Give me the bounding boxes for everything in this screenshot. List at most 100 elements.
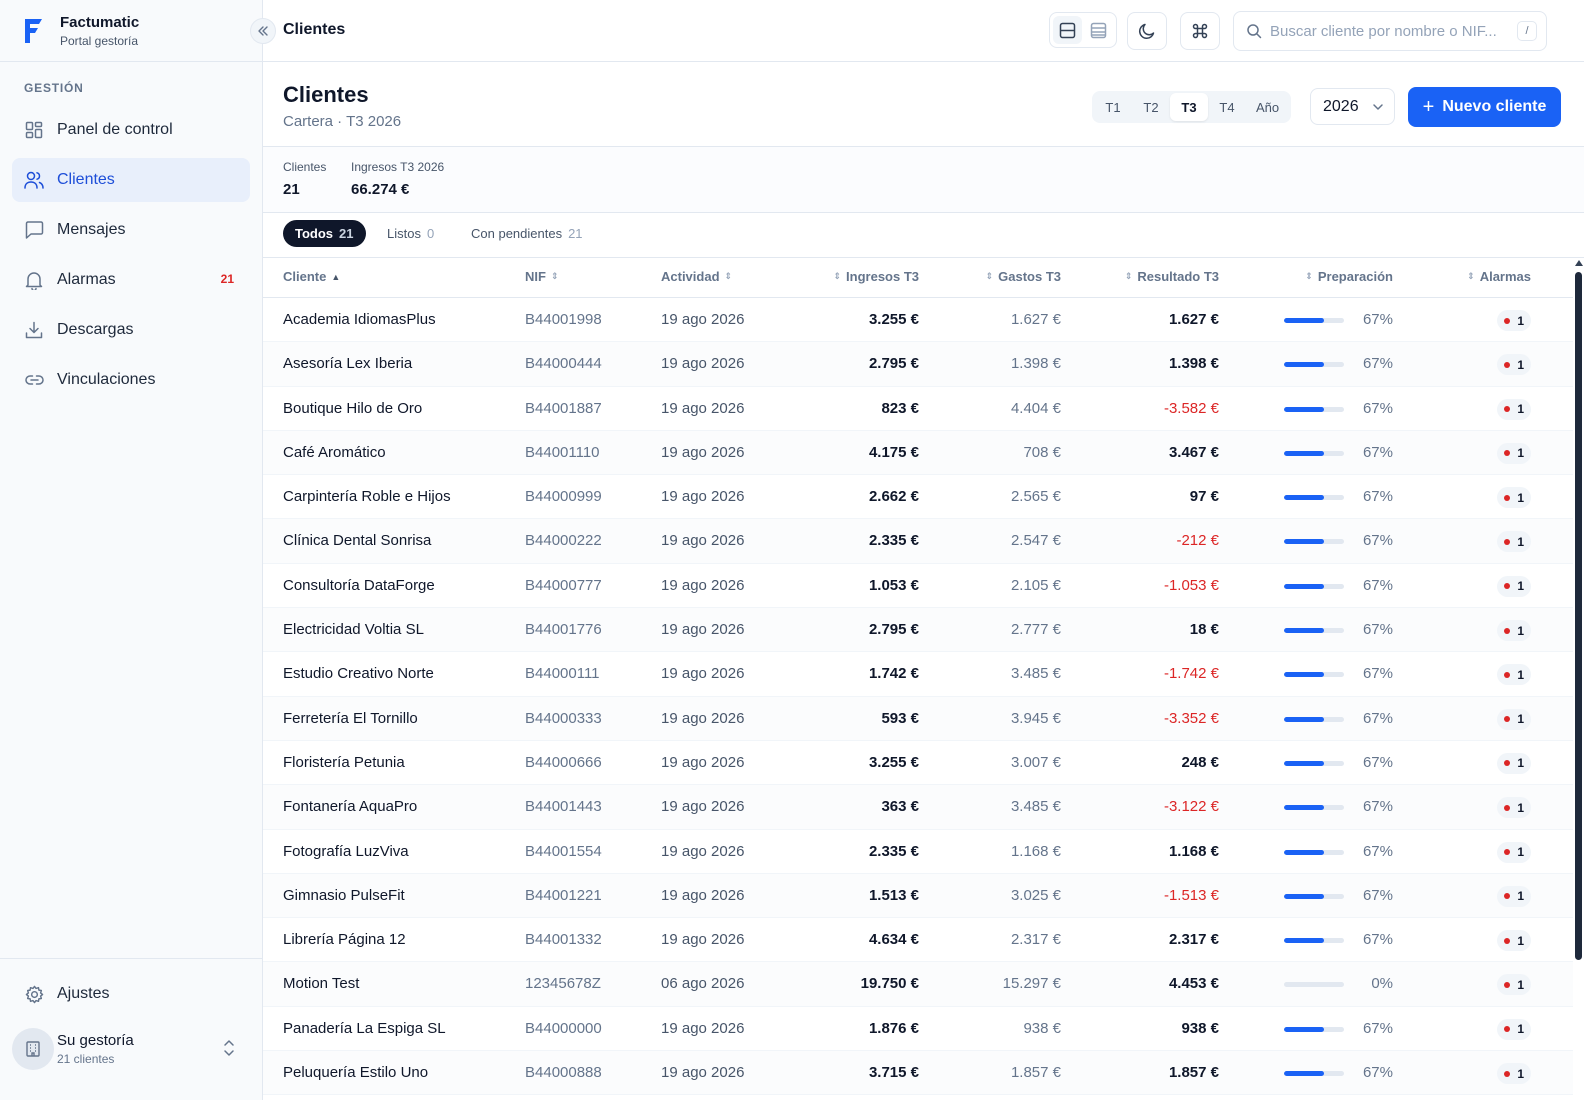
- alarm-badge[interactable]: 1: [1497, 841, 1531, 863]
- alarm-badge[interactable]: 1: [1497, 442, 1531, 464]
- client-activity-date: 19 ago 2026: [661, 665, 745, 683]
- scrollbar-thumb[interactable]: [1575, 272, 1582, 960]
- client-name[interactable]: Café Aromático: [283, 443, 386, 461]
- period-tab-t2[interactable]: T2: [1143, 99, 1159, 115]
- column-header-ingresos[interactable]: ⇕ Ingresos T3: [828, 269, 919, 284]
- alarm-badge[interactable]: 1: [1497, 1063, 1531, 1085]
- alarm-badge[interactable]: 1: [1497, 487, 1531, 509]
- client-activity-date: 19 ago 2026: [661, 798, 745, 816]
- column-header-gastos[interactable]: ⇕ Gastos T3: [981, 269, 1061, 284]
- filter-con-pendientes[interactable]: Con pendientes 21: [459, 220, 595, 247]
- table-row[interactable]: Clínica Dental Sonrisa B44000222 19 ago 20…: [263, 519, 1573, 564]
- client-name[interactable]: Academia IdiomasPlus: [283, 311, 436, 328]
- new-client-button[interactable]: + Nuevo cliente: [1408, 87, 1561, 127]
- alarm-badge[interactable]: 1: [1497, 708, 1531, 730]
- filter-todos[interactable]: Todos 21: [283, 220, 366, 247]
- table-row[interactable]: Librería Página 12 B44001332 19 ago 2026 4.…: [263, 918, 1573, 963]
- client-name[interactable]: Electricidad Voltia SL: [283, 621, 424, 639]
- table-row[interactable]: Academia IdiomasPlus B44001998 19 ago 2026…: [263, 298, 1573, 343]
- table-row[interactable]: Motion Test 12345678Z 06 ago 2026 19.750 € 1…: [263, 962, 1573, 1007]
- client-name[interactable]: Floristería Petunia: [283, 753, 405, 771]
- table-row[interactable]: Fontanería AquaPro B44001443 19 ago 2026 36…: [263, 785, 1573, 830]
- layout-rows-icon: [1059, 22, 1076, 38]
- client-name[interactable]: Panadería La Espiga SL: [283, 1019, 446, 1037]
- alarm-badge[interactable]: 1: [1497, 752, 1531, 774]
- year-select[interactable]: 2026: [1310, 88, 1395, 125]
- client-name[interactable]: Ferretería El Tornillo: [283, 709, 418, 727]
- client-name[interactable]: Librería Página 12: [283, 931, 406, 949]
- theme-toggle-button[interactable]: [1127, 12, 1167, 50]
- organization-switcher[interactable]: Su gestoría 21 clientes: [12, 1027, 250, 1071]
- client-name[interactable]: Asesoría Lex Iberia: [283, 355, 413, 373]
- table-row[interactable]: Peluquería Estilo Uno B44000888 19 ago 202…: [263, 1051, 1573, 1096]
- table-row[interactable]: Café Aromático B44001110 19 ago 2026 4.175 …: [263, 430, 1573, 476]
- table-row[interactable]: Carpintería Roble e Hijos B44000999 19 ago…: [263, 475, 1573, 520]
- client-activity-date: 19 ago 2026: [661, 842, 745, 860]
- preparation-percent: 67%: [1362, 576, 1393, 594]
- column-header-alarmas[interactable]: ⇕ Alarmas: [1462, 269, 1531, 284]
- collapse-sidebar-button[interactable]: [250, 18, 276, 44]
- client-name[interactable]: Gimnasio PulseFit: [283, 886, 405, 904]
- alarm-badge[interactable]: 1: [1497, 797, 1531, 819]
- period-tab-t4[interactable]: T4: [1219, 99, 1235, 115]
- table-row[interactable]: Panadería La Espiga SL B44000000 19 ago 20…: [263, 1007, 1573, 1052]
- alarm-badge[interactable]: 1: [1497, 354, 1531, 376]
- sort-icon: ⇕: [833, 271, 842, 281]
- organization-name: Su gestoría: [57, 1032, 134, 1049]
- sidebar-item-vinculaciones[interactable]: Vinculaciones: [12, 358, 250, 402]
- client-name[interactable]: Peluquería Estilo Uno: [283, 1064, 429, 1082]
- comfortable-view-button[interactable]: [1053, 16, 1082, 44]
- scroll-up-arrow-icon[interactable]: [1575, 260, 1583, 266]
- period-tab-t3[interactable]: T3: [1170, 93, 1208, 121]
- layout-list-icon: [1090, 22, 1107, 38]
- alarm-badge[interactable]: 1: [1497, 1018, 1531, 1040]
- client-name[interactable]: Fontanería AquaPro: [283, 798, 418, 816]
- table-row[interactable]: Asesoría Lex Iberia B44000444 19 ago 2026 2…: [263, 342, 1573, 387]
- alarm-badge[interactable]: 1: [1497, 885, 1531, 907]
- brand[interactable]: Factumatic Portal gestoría: [0, 0, 263, 62]
- filter-listos[interactable]: Listos 0: [375, 220, 446, 247]
- sidebar-item-mensajes[interactable]: Mensajes: [12, 208, 250, 252]
- alarm-badge[interactable]: 1: [1497, 575, 1531, 597]
- alarm-badge[interactable]: 1: [1497, 310, 1531, 331]
- alarm-badge[interactable]: 1: [1497, 974, 1531, 996]
- column-header-cliente[interactable]: Cliente ▲: [283, 269, 345, 284]
- sidebar-item-panel-de-control[interactable]: Panel de control: [12, 108, 250, 152]
- alarm-badge[interactable]: 1: [1497, 664, 1531, 686]
- column-header-resultado[interactable]: ⇕ Resultado T3: [1120, 269, 1219, 284]
- table-row[interactable]: Ferretería El Tornillo B44000333 19 ago 20…: [263, 696, 1573, 741]
- client-name[interactable]: Boutique Hilo de Oro: [283, 399, 423, 417]
- sidebar-item-alarmas[interactable]: Alarmas 21: [12, 258, 250, 302]
- column-header-nif[interactable]: NIF ⇕: [525, 269, 564, 284]
- sidebar-item-descargas[interactable]: Descargas: [12, 308, 250, 352]
- column-header-preparacion[interactable]: ⇕ Preparación: [1300, 269, 1393, 284]
- sidebar-item-clientes[interactable]: Clientes: [12, 158, 250, 202]
- table-row[interactable]: Floristería Petunia B44000666 19 ago 2026 3…: [263, 741, 1573, 786]
- table-row[interactable]: Electricidad Voltia SL B44001776 19 ago 20…: [263, 608, 1573, 653]
- period-tab-t1[interactable]: T1: [1105, 99, 1121, 115]
- alarm-dot-icon: [1504, 1026, 1511, 1033]
- table-row[interactable]: Gimnasio PulseFit B44001221 19 ago 2026 1.5…: [263, 873, 1573, 919]
- column-header-actividad[interactable]: Actividad ⇕: [661, 269, 737, 284]
- period-tab-year[interactable]: Año: [1256, 99, 1280, 115]
- sidebar-nav: Panel de control Clientes Mensajes Alarm…: [12, 108, 250, 408]
- client-name[interactable]: Motion Test: [283, 975, 360, 993]
- command-palette-button[interactable]: [1180, 12, 1220, 50]
- client-name[interactable]: Estudio Creativo Norte: [283, 665, 434, 683]
- table-row[interactable]: Boutique Hilo de Oro B44001887 19 ago 2026…: [263, 387, 1573, 431]
- table-row[interactable]: Estudio Creativo Norte B44000111 19 ago 20…: [263, 652, 1573, 697]
- client-name[interactable]: Carpintería Roble e Hijos: [283, 488, 451, 506]
- search-input[interactable]: [1270, 22, 1510, 40]
- client-name[interactable]: Fotografía LuzViva: [283, 842, 409, 860]
- table-scrollbar[interactable]: [1573, 258, 1584, 1100]
- client-name[interactable]: Clínica Dental Sonrisa: [283, 532, 432, 550]
- alarm-badge[interactable]: 1: [1497, 398, 1531, 420]
- table-row[interactable]: Consultoría DataForge B44000777 19 ago 202…: [263, 564, 1573, 609]
- compact-view-button[interactable]: [1084, 16, 1113, 44]
- alarm-badge[interactable]: 1: [1497, 620, 1531, 642]
- alarm-badge[interactable]: 1: [1497, 531, 1531, 553]
- alarm-badge[interactable]: 1: [1497, 930, 1531, 952]
- table-row[interactable]: Fotografía LuzViva B44001554 19 ago 2026 2.…: [263, 830, 1573, 874]
- client-name[interactable]: Consultoría DataForge: [283, 576, 435, 594]
- sidebar-item-ajustes[interactable]: Ajustes: [12, 973, 250, 1015]
